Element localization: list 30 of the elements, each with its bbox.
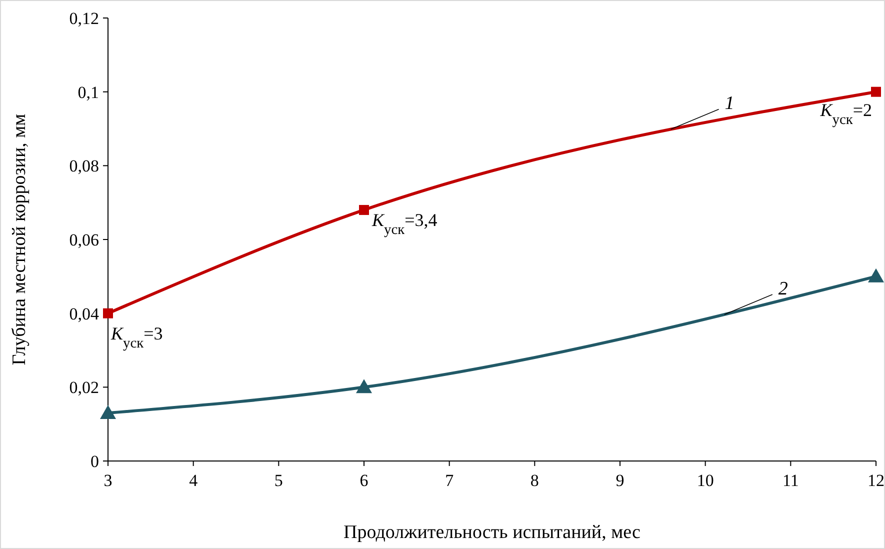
series-label: 1 <box>724 93 734 114</box>
x-tick-label: 12 <box>868 471 884 490</box>
x-tick-label: 9 <box>616 471 624 490</box>
annotation: K$_{уск}$=2 <box>819 100 872 128</box>
point <box>868 268 884 282</box>
x-tick-label: 5 <box>274 471 283 490</box>
x-tick-label: 10 <box>696 471 714 490</box>
series-label: 2 <box>778 278 788 300</box>
point <box>871 86 881 97</box>
x-tick-label: 8 <box>530 471 539 490</box>
x-tick-label: 7 <box>445 471 454 490</box>
annotation: K$_{уск}$=3,4 <box>371 210 438 238</box>
point <box>103 308 113 318</box>
x-tick-label: 4 <box>189 471 198 490</box>
x-tick-label: 3 <box>104 471 112 490</box>
point <box>359 204 369 215</box>
y-tick-label: 0,02 <box>69 378 99 398</box>
point <box>356 379 372 394</box>
y-axis-title: Глубина местной коррозии, мм <box>9 114 30 366</box>
y-tick-label: 0,08 <box>69 156 99 176</box>
annotation: K$_{уск}$=3 <box>110 323 163 352</box>
y-tick-label: 0,1 <box>78 82 99 102</box>
point <box>100 405 116 420</box>
x-axis-title: Продолжительность испытаний, мес <box>344 522 640 543</box>
y-tick-label: 0,06 <box>69 230 99 250</box>
y-tick-label: 0,12 <box>69 8 99 28</box>
x-tick-label: 6 <box>360 471 368 490</box>
y-tick-label: 0 <box>90 452 99 471</box>
y-tick-label: 0,04 <box>69 304 100 324</box>
x-tick-label: 11 <box>782 471 799 490</box>
